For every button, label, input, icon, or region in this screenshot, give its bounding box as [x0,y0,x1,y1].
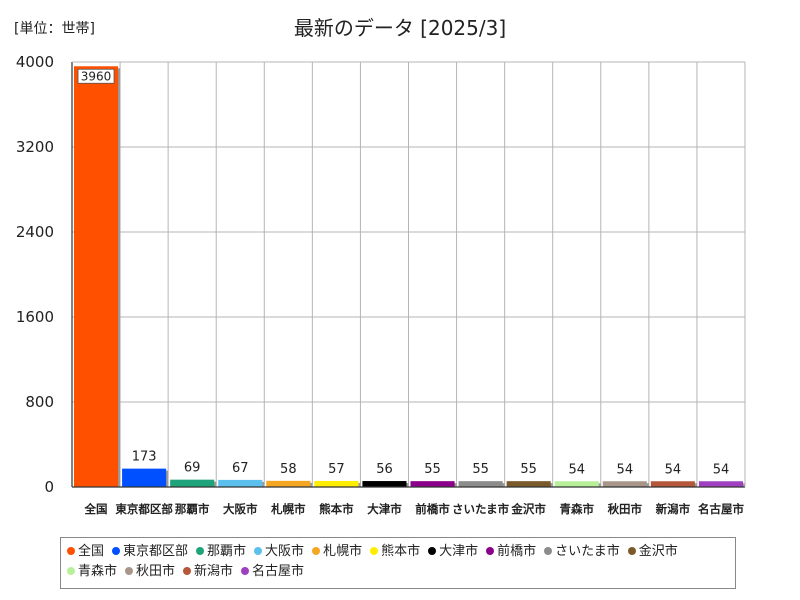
legend-item: 札幌市 [312,542,362,562]
legend-item: 全国 [67,542,104,562]
bar-chart: 0 800 1600 2400 3200 4000 3960 全国 173 東京都区部 69 那覇市 6… [16,53,746,516]
legend-swatch [254,547,263,555]
legend-swatch [67,567,75,575]
legend-swatch [196,547,205,555]
legend-item: 秋田市 [125,562,175,582]
bar [650,481,695,487]
legend-label: 新潟市 [194,564,234,579]
legend-label: 熊本市 [381,544,421,559]
legend-item: さいたま市 [544,542,620,562]
bar [410,481,455,487]
legend-label: 全国 [78,544,105,559]
legend-swatch [428,547,437,555]
legend-item: 熊本市 [370,542,420,562]
bar [266,480,311,487]
x-tick-label: 東京都区部 [115,502,173,516]
legend-item: 青森市 [67,562,117,582]
bar [602,481,647,487]
bar [218,479,263,487]
data-label: 58 [280,462,297,477]
y-tick-label: 3200 [16,138,54,156]
legend-label: 秋田市 [136,564,176,579]
bar [362,481,407,487]
bar [314,480,359,487]
data-label: 67 [232,461,249,476]
y-tick-label: 800 [25,393,54,411]
x-tick-label: 那覇市 [175,502,210,516]
bar [698,481,743,487]
bar [458,481,503,487]
legend-label: 名古屋市 [252,564,305,579]
legend-swatch [125,567,134,575]
legend-swatch [112,547,121,555]
legend-swatch [486,547,495,555]
bar [554,481,599,487]
data-label: 57 [328,462,345,477]
legend-item: 新潟市 [183,562,233,582]
y-tick-label: 4000 [16,53,54,71]
legend-item: 名古屋市 [241,562,304,582]
legend-swatch [183,567,192,575]
legend-item: 金沢市 [627,542,678,562]
x-tick-label: 秋田市 [608,502,643,516]
legend-item: 大阪市 [254,542,304,562]
x-tick-label: 名古屋市 [698,502,744,516]
legend-label: 那覇市 [207,544,247,559]
legend: 全国 東京都区部 那覇市 大阪市 札幌市 熊本市 大津市 前橋市 さいたま市 金沢市青森市 秋田市 新… [60,537,736,589]
x-tick-label: 大津市 [367,502,402,516]
bar [170,479,215,487]
legend-swatch [370,547,379,555]
legend-label: さいたま市 [555,544,620,559]
chart-title: 最新のデータ [2025/3] [293,16,507,40]
x-tick-label: 金沢市 [510,502,546,516]
bar [74,66,119,487]
x-tick-label: 大阪市 [223,502,258,516]
data-label: 69 [184,461,201,476]
legend-swatch [241,567,250,575]
legend-item: 前橋市 [486,542,536,562]
legend-item: 大津市 [428,542,478,562]
data-label-box [77,68,115,84]
legend-swatch [67,547,75,555]
data-label: 55 [520,462,537,477]
legend-label: 大阪市 [265,544,305,559]
data-label: 54 [713,462,730,477]
x-tick-label: 熊本市 [319,502,354,516]
data-label: 54 [665,462,682,477]
x-tick-label: さいたま市 [452,502,510,516]
y-tick-label: 1600 [16,308,54,326]
legend-item: 那覇市 [196,542,246,562]
data-label: 55 [472,462,489,477]
y-tick-label: 2400 [16,223,54,241]
x-tick-label: 新潟市 [656,502,691,516]
data-label: 173 [132,450,157,465]
legend-label: 金沢市 [638,544,678,559]
data-label: 55 [424,462,441,477]
bar [506,481,551,487]
data-label: 54 [568,462,585,477]
legend-label: 青森市 [78,564,118,579]
data-label: 56 [376,462,393,477]
data-label: 54 [617,462,634,477]
x-tick-label: 札幌市 [270,502,306,516]
legend-swatch [312,547,321,555]
bar [122,468,167,487]
y-tick-label: 0 [44,478,54,496]
x-tick-label: 青森市 [560,502,595,516]
legend-swatch [627,547,636,555]
legend-label: 前橋市 [497,544,537,559]
legend-label: 東京都区部 [123,544,189,559]
data-label: 3960 [81,69,112,83]
unit-label: [単位：世帯] [14,21,95,37]
x-tick-label: 全国 [84,502,108,516]
legend-swatch [544,547,553,555]
legend-item: 東京都区部 [112,542,188,562]
legend-label: 札幌市 [323,544,363,559]
legend-label: 大津市 [439,544,479,559]
x-tick-label: 前橋市 [415,502,450,516]
